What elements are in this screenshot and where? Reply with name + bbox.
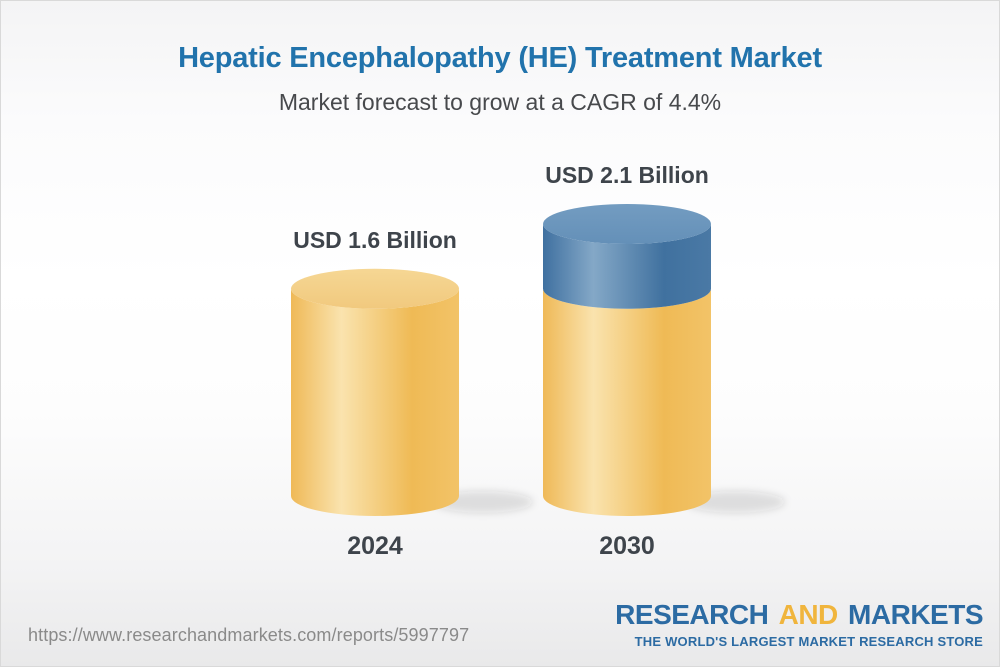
logo-tagline: THE WORLD'S LARGEST MARKET RESEARCH STOR… [634, 634, 983, 649]
logo-word-markets: MARKETS [848, 599, 983, 630]
x-axis-label-2024: 2024 [347, 532, 403, 560]
report-url-text: https://www.researchandmarkets.com/repor… [28, 625, 470, 645]
x-axis-label-2030: 2030 [599, 532, 655, 560]
chart-subtitle: Market forecast to grow at a CAGR of 4.4… [278, 89, 722, 115]
bar-value-label-2030: USD 2.1 Billion [545, 162, 709, 188]
logo-word-research: RESEARCH [615, 599, 769, 630]
research-and-markets-logo: RESEARCH AND MARKETS THE WORLD'S LARGEST… [615, 601, 983, 650]
logo-wordmark: RESEARCH AND MARKETS [615, 601, 983, 629]
logo-word-and: AND [778, 599, 839, 630]
bar-value-label-2024: USD 1.6 Billion [293, 226, 457, 253]
chart-title: Hepatic Encephalopathy (HE) Treatment Ma… [178, 42, 822, 74]
